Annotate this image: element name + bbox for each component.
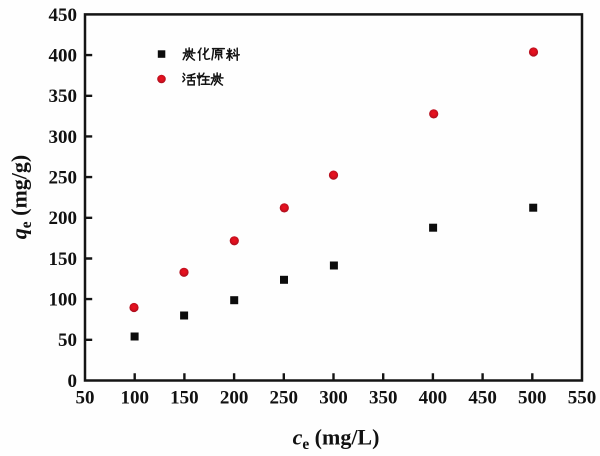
svg-text:ce (mg/L): ce (mg/L) [293, 425, 380, 454]
svg-text:300: 300 [319, 388, 348, 409]
svg-text:250: 250 [49, 168, 78, 189]
svg-text:450: 450 [49, 5, 78, 26]
svg-text:0: 0 [68, 371, 78, 392]
svg-text:150: 150 [170, 388, 199, 409]
svg-text:350: 350 [49, 86, 78, 107]
svg-text:250: 250 [270, 388, 299, 409]
svg-text:300: 300 [49, 127, 78, 148]
svg-text:400: 400 [419, 388, 448, 409]
svg-text:50: 50 [58, 330, 77, 351]
svg-text:50: 50 [76, 388, 95, 409]
svg-text:100: 100 [49, 290, 78, 311]
svg-text:200: 200 [220, 388, 249, 409]
svg-text:200: 200 [49, 208, 78, 229]
svg-text:500: 500 [518, 388, 547, 409]
svg-text:150: 150 [49, 249, 78, 270]
svg-text:550: 550 [568, 388, 597, 409]
svg-text:450: 450 [468, 388, 497, 409]
svg-text:400: 400 [49, 46, 78, 67]
svg-text:350: 350 [369, 388, 398, 409]
svg-text:100: 100 [120, 388, 149, 409]
svg-text:qe (mg/g): qe (mg/g) [7, 155, 36, 239]
